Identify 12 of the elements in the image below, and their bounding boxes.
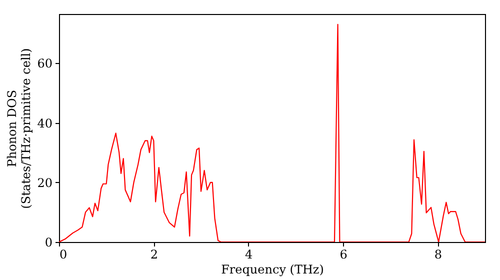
x-tick-label: 0	[60, 248, 68, 262]
y-tick-label: 60	[37, 56, 52, 71]
y-tick-label: 0	[44, 236, 52, 250]
x-tick-label: 2	[150, 248, 158, 262]
x-tick-label: 8	[434, 248, 442, 262]
y-axis-title: Phonon DOS (States/THz·primitive cell)	[5, 48, 34, 209]
x-axis-title: Frequency (THz)	[221, 262, 324, 276]
y-tick-label: 40	[37, 116, 52, 130]
line-series	[59, 24, 485, 242]
y-tick-label: 20	[37, 176, 52, 190]
x-tick-label: 6	[340, 248, 348, 262]
x-tick-label: 4	[245, 248, 254, 262]
